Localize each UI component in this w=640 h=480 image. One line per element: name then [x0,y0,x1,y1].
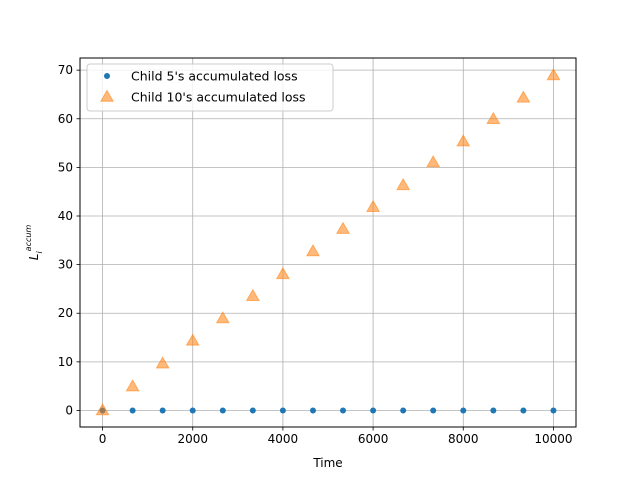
x-tick-label: 2000 [177,432,208,446]
data-point [279,407,286,414]
y-tick-label: 60 [58,112,73,126]
x-axis-label: Time [312,456,342,470]
x-tick-label: 0 [99,432,107,446]
data-point [456,134,471,147]
data-point [396,177,411,191]
data-point [400,407,407,414]
y-tick-label: 0 [65,403,73,417]
data-point [516,90,531,103]
y-axis-label-sup: accum [24,225,33,252]
grid [80,58,576,427]
plot-area [95,67,561,416]
legend-marker [104,73,110,79]
y-tick-label: 30 [58,258,73,272]
data-point [159,407,166,414]
x-tick-label: 10000 [534,432,572,446]
axes-frame [79,57,577,428]
y-tick-label: 20 [58,306,73,320]
x-axis: 0 2000 4000 6000 8000 10000 [99,427,573,446]
data-point [305,243,321,257]
series-1 [99,407,557,414]
data-point [460,407,467,414]
data-point [520,407,527,414]
data-point [309,407,316,414]
data-point [335,221,351,234]
y-axis-label-sub: i [35,251,44,254]
data-point [215,311,230,324]
data-point [430,407,437,414]
legend-marker [99,89,115,102]
data-point [370,407,377,414]
y-axis-label-base: L [27,254,41,261]
data-point [185,333,200,346]
x-tick-label: 4000 [268,432,299,446]
y-tick-label: 70 [58,63,73,77]
data-point [426,155,441,168]
y-axis-label: Liaccum [24,225,44,261]
data-point [490,407,497,414]
legend: Child 5's accumulated loss Child 10's acc… [86,63,334,112]
data-point [550,407,557,414]
data-point [129,407,136,414]
data-point [155,356,170,369]
data-point [249,407,256,414]
data-point [219,407,226,414]
y-axis: 0 10 20 30 40 50 60 70 [58,63,80,417]
series-2 [95,67,561,416]
x-tick-label: 8000 [448,432,479,446]
y-tick-label: 10 [58,355,73,369]
data-point [340,407,347,414]
y-tick-label: 40 [58,209,73,223]
data-point [125,379,140,392]
data-point [546,67,561,81]
x-tick-label: 6000 [358,432,389,446]
legend-item: Child 5's accumulated loss [104,69,298,84]
data-point [245,288,260,301]
legend-label: Child 10's accumulated loss [131,90,306,105]
data-point [189,407,196,414]
data-point [95,402,110,416]
data-point [275,266,290,280]
legend-box [86,63,334,112]
legend-label: Child 5's accumulated loss [131,69,298,84]
data-point [366,199,381,212]
data-point [486,111,501,124]
y-tick-label: 50 [58,160,73,174]
legend-item: Child 10's accumulated loss [99,89,306,105]
